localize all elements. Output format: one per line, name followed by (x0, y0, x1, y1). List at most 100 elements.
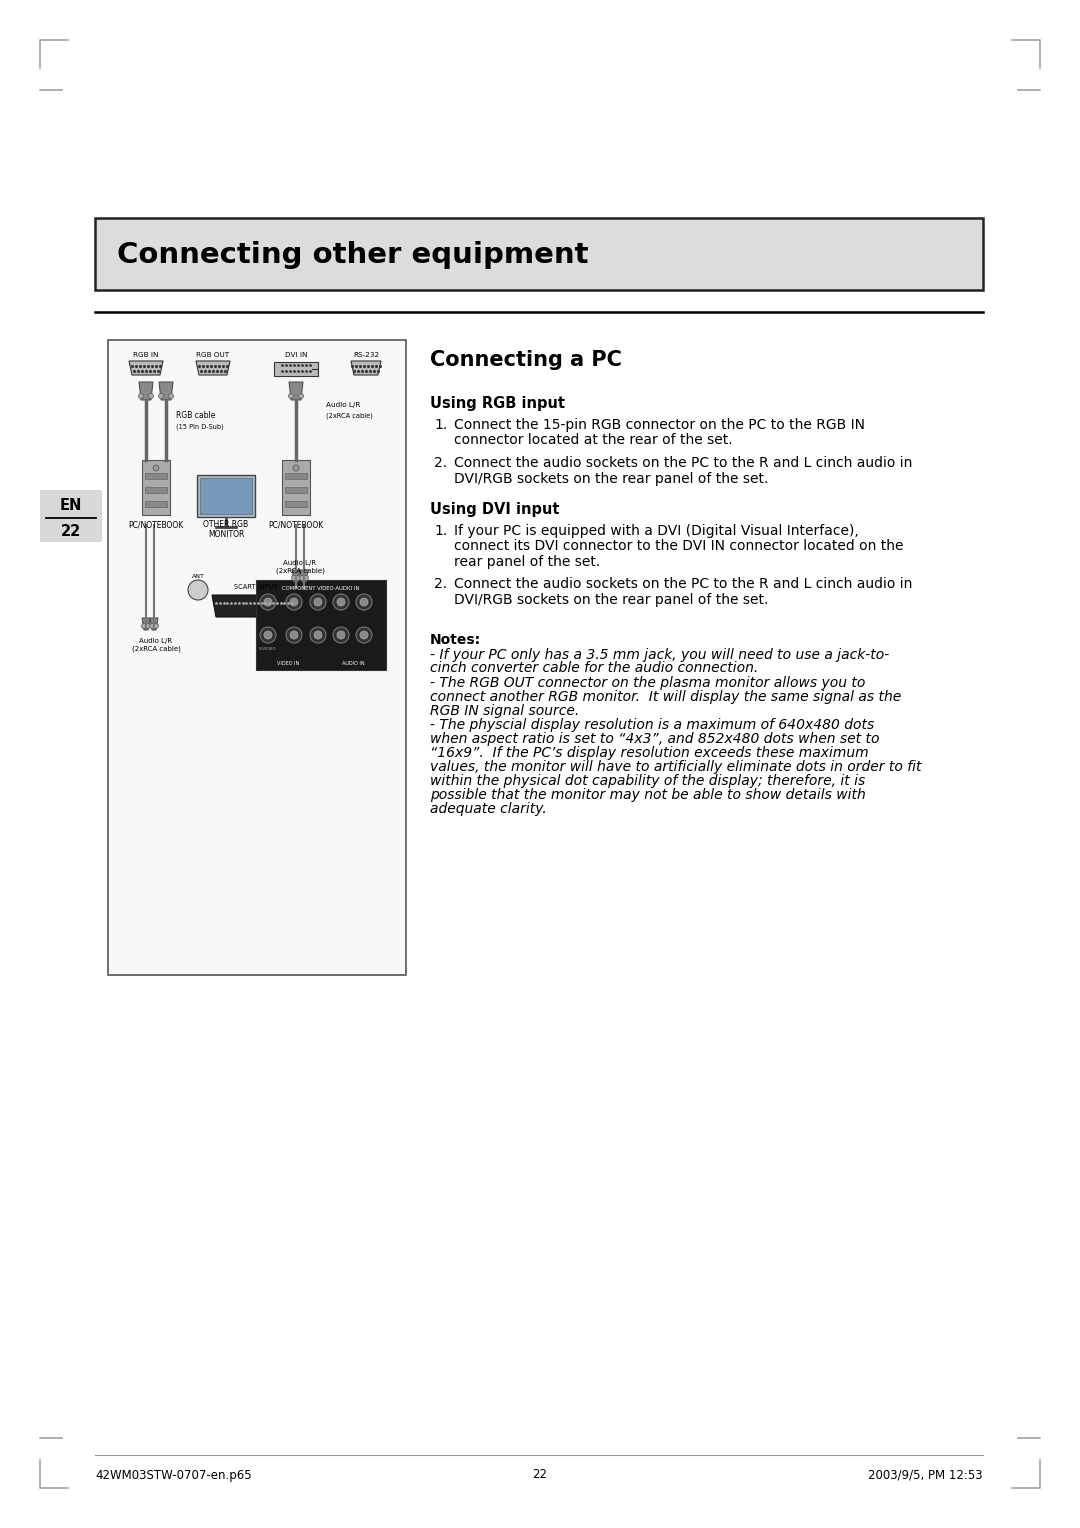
Circle shape (314, 631, 322, 639)
Bar (141, 460, 170, 515)
Text: Connect the audio sockets on the PC to the R and L cinch audio in: Connect the audio sockets on the PC to t… (454, 578, 913, 591)
Bar (282, 460, 310, 515)
Polygon shape (292, 570, 300, 582)
Text: 2.: 2. (434, 455, 447, 471)
Text: DVI/RGB sockets on the rear panel of the set.: DVI/RGB sockets on the rear panel of the… (454, 472, 768, 486)
Bar (145, 487, 167, 494)
Text: 22: 22 (532, 1468, 548, 1482)
Bar (285, 474, 307, 478)
Circle shape (260, 626, 276, 643)
Text: RGB cable: RGB cable (176, 411, 215, 420)
Circle shape (291, 597, 298, 607)
Text: - The RGB OUT connector on the plasma monitor allows you to: - The RGB OUT connector on the plasma mo… (430, 675, 865, 689)
Bar (145, 474, 167, 478)
Polygon shape (150, 617, 158, 630)
Circle shape (138, 394, 144, 399)
Text: - If your PC only has a 3.5 mm jack, you will need to use a jack-to-: - If your PC only has a 3.5 mm jack, you… (430, 648, 889, 662)
Circle shape (360, 631, 368, 639)
Bar (285, 501, 307, 507)
Text: PC/NOTEBOOK: PC/NOTEBOOK (129, 520, 184, 529)
Text: Using RGB input: Using RGB input (430, 396, 565, 411)
Polygon shape (141, 617, 150, 630)
Circle shape (188, 581, 208, 601)
Bar (40, 490, 102, 542)
Bar (95, 219, 983, 290)
Circle shape (310, 626, 326, 643)
Text: cinch converter cable for the audio connection.: cinch converter cable for the audio conn… (430, 662, 758, 675)
Circle shape (337, 597, 345, 607)
Text: adequate clarity.: adequate clarity. (430, 802, 546, 816)
Text: 2.: 2. (434, 578, 447, 591)
Bar (200, 478, 252, 513)
Circle shape (303, 576, 309, 581)
Circle shape (310, 594, 326, 610)
Text: Connect the audio sockets on the PC to the R and L cinch audio in: Connect the audio sockets on the PC to t… (454, 455, 913, 471)
Text: (2xRCA cable): (2xRCA cable) (326, 413, 373, 419)
Text: EN: EN (59, 498, 82, 513)
Text: If your PC is equipped with a DVI (Digital Visual Interface),: If your PC is equipped with a DVI (Digit… (454, 524, 859, 538)
Circle shape (356, 594, 372, 610)
Text: 1.: 1. (434, 419, 447, 432)
Text: ANT: ANT (191, 573, 204, 579)
Circle shape (360, 597, 368, 607)
Text: RGB IN signal source.: RGB IN signal source. (430, 703, 579, 718)
Circle shape (264, 597, 272, 607)
Text: VIDEO IN: VIDEO IN (278, 662, 299, 666)
Text: DVI/RGB sockets on the rear panel of the set.: DVI/RGB sockets on the rear panel of the… (454, 593, 768, 607)
Circle shape (333, 626, 349, 643)
Bar (145, 501, 167, 507)
Circle shape (356, 626, 372, 643)
Text: 1.: 1. (434, 524, 447, 538)
Circle shape (292, 576, 297, 581)
Circle shape (153, 623, 159, 628)
Circle shape (291, 631, 298, 639)
Circle shape (314, 597, 322, 607)
Bar (256, 581, 386, 669)
Text: connect another RGB monitor.  It will display the same signal as the: connect another RGB monitor. It will dis… (430, 689, 901, 703)
Text: possible that the monitor may not be able to show details with: possible that the monitor may not be abl… (430, 787, 866, 802)
Text: OTHER RGB
MONITOR: OTHER RGB MONITOR (203, 520, 248, 539)
Circle shape (298, 394, 303, 399)
Circle shape (149, 394, 153, 399)
Text: Connect the 15-pin RGB connector on the PC to the RGB IN: Connect the 15-pin RGB connector on the … (454, 419, 865, 432)
Bar (108, 341, 406, 975)
Text: connector located at the rear of the set.: connector located at the rear of the set… (454, 434, 732, 448)
Circle shape (260, 594, 276, 610)
Text: Audio L/R: Audio L/R (326, 402, 361, 408)
Circle shape (299, 576, 305, 581)
Text: Audio L/R
(2xRCA cable): Audio L/R (2xRCA cable) (132, 639, 180, 651)
Text: Using DVI input: Using DVI input (430, 503, 559, 516)
Text: DVI IN: DVI IN (285, 351, 307, 358)
Text: - The physcial display resolution is a maximum of 640x480 dots: - The physcial display resolution is a m… (430, 718, 874, 732)
Text: connect its DVI connector to the DVI IN connector located on the: connect its DVI connector to the DVI IN … (454, 539, 904, 553)
Bar (285, 487, 307, 494)
Text: PC/NOTEBOOK: PC/NOTEBOOK (268, 520, 324, 529)
Text: within the physical dot capability of the display; therefore, it is: within the physical dot capability of th… (430, 773, 865, 787)
Text: RGB OUT: RGB OUT (197, 351, 230, 358)
Text: values, the monitor will have to artificially eliminate dots in order to fit: values, the monitor will have to artific… (430, 759, 921, 773)
Circle shape (286, 594, 302, 610)
Circle shape (337, 631, 345, 639)
Text: Connecting a PC: Connecting a PC (430, 350, 622, 370)
Circle shape (288, 394, 294, 399)
Bar (197, 475, 255, 516)
Polygon shape (300, 570, 308, 582)
Text: AUDIO IN: AUDIO IN (342, 662, 365, 666)
Polygon shape (351, 361, 381, 374)
Polygon shape (159, 382, 173, 400)
Circle shape (286, 626, 302, 643)
Text: 2003/9/5, PM 12:53: 2003/9/5, PM 12:53 (868, 1468, 983, 1482)
Text: “16x9”.  If the PC’s display resolution exceeds these maximum: “16x9”. If the PC’s display resolution e… (430, 746, 868, 759)
Circle shape (146, 623, 150, 628)
Text: Notes:: Notes: (430, 634, 481, 648)
Text: RS-232: RS-232 (353, 351, 379, 358)
Text: 22: 22 (60, 524, 81, 539)
Text: Connecting other equipment: Connecting other equipment (117, 241, 589, 269)
Text: RGB IN: RGB IN (133, 351, 159, 358)
Circle shape (293, 465, 299, 471)
Circle shape (153, 465, 159, 471)
Circle shape (333, 594, 349, 610)
Text: Audio L/R
(2xRCA cable): Audio L/R (2xRCA cable) (275, 559, 324, 573)
Text: 42WM03STW-0707-en.p65: 42WM03STW-0707-en.p65 (95, 1468, 252, 1482)
Text: S-VIDEO: S-VIDEO (259, 646, 276, 651)
